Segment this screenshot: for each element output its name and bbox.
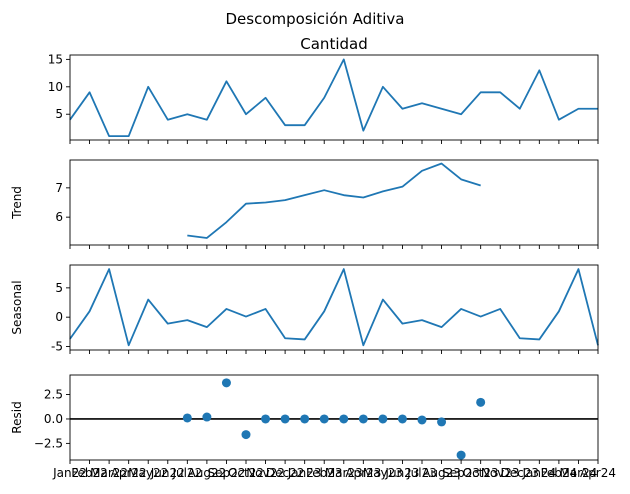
y-tick-label: 7 <box>55 181 63 195</box>
resid-point <box>437 417 447 427</box>
resid-point <box>261 414 271 424</box>
x-tick-label: Apr24 <box>580 466 616 480</box>
x-tick-label: Sep22 <box>207 466 245 480</box>
x-tick-label: Mar22 <box>90 466 128 480</box>
x-tick-label: Mar24 <box>559 466 597 480</box>
x-tick-label: Jun23 <box>384 466 419 480</box>
y-tick-label: 15 <box>48 52 63 66</box>
x-tick-label: Jan22 <box>52 466 87 480</box>
resid-point <box>280 414 290 424</box>
resid-point <box>397 414 407 424</box>
x-tick-label: Aug23 <box>422 466 461 480</box>
x-tick-label: Aug22 <box>188 466 227 480</box>
x-tick-label: Dec23 <box>501 466 540 480</box>
y-tick-label: 5 <box>55 281 63 295</box>
panel-trend: Trend 6 7 <box>10 159 599 249</box>
resid-point <box>417 415 427 425</box>
x-tick-label: Jun22 <box>150 466 185 480</box>
panel-resid: Resid −2.5 0.0 2.5 <box>10 374 599 464</box>
x-tick-label: Feb23 <box>306 466 343 480</box>
x-tick-label: Apr23 <box>345 466 381 480</box>
x-tick-label: Feb22 <box>71 466 108 480</box>
y-axis-label: Seasonal <box>10 280 24 334</box>
resid-point <box>476 397 486 407</box>
x-tick-label: Oct22 <box>228 466 264 480</box>
series-line <box>69 268 599 347</box>
resid-point <box>358 414 368 424</box>
x-tick-label: Mar23 <box>325 466 363 480</box>
y-tick-label: 2.5 <box>44 388 63 402</box>
y-tick-label: 5 <box>55 107 63 121</box>
y-tick-label: 0 <box>55 310 63 324</box>
series-line <box>187 162 481 239</box>
x-tick-label: Oct23 <box>463 466 499 480</box>
panel-cantidad: Cantidad 5 10 15 <box>48 35 599 144</box>
x-tick-label: Apr22 <box>111 466 147 480</box>
y-tick-label: -5 <box>51 339 63 353</box>
x-tick-label: Nov22 <box>246 466 285 480</box>
resid-point <box>339 414 349 424</box>
y-tick-label: 10 <box>48 80 63 94</box>
y-axis-label: Resid <box>10 401 24 433</box>
resid-point <box>221 378 231 388</box>
resid-point <box>300 414 310 424</box>
x-tick-label: Jan23 <box>287 466 322 480</box>
x-tick-label: May23 <box>363 466 403 480</box>
resid-point <box>319 414 329 424</box>
figure-title: Descomposición Aditiva <box>226 10 405 28</box>
x-tick-label: Nov23 <box>481 466 520 480</box>
x-tick-label: Sep23 <box>442 466 480 480</box>
resid-point <box>456 450 466 460</box>
plot-frame <box>69 264 599 351</box>
y-tick-label: 0.0 <box>44 412 63 426</box>
x-tick-label: Jul22 <box>171 466 202 480</box>
x-tick-label: Feb24 <box>541 466 578 480</box>
x-tick-label: Jan24 <box>521 466 556 480</box>
plot-frame <box>69 159 599 246</box>
resid-point <box>241 430 251 440</box>
resid-point <box>182 413 192 423</box>
series-line <box>69 58 598 138</box>
x-tick-label: Dec22 <box>266 466 305 480</box>
y-tick-label: −2.5 <box>34 436 63 450</box>
x-tick-label: May22 <box>128 466 168 480</box>
y-axis-label: Trend <box>10 186 24 220</box>
panel-seasonal: Seasonal -5 0 5 <box>10 264 599 354</box>
x-tick-label: Jul23 <box>406 466 437 480</box>
resid-point <box>378 414 388 424</box>
panel-title: Cantidad <box>300 35 367 53</box>
resid-point <box>202 412 212 422</box>
plot-frame <box>69 54 599 141</box>
plot-frame <box>69 374 599 461</box>
y-tick-label: 6 <box>55 210 63 224</box>
